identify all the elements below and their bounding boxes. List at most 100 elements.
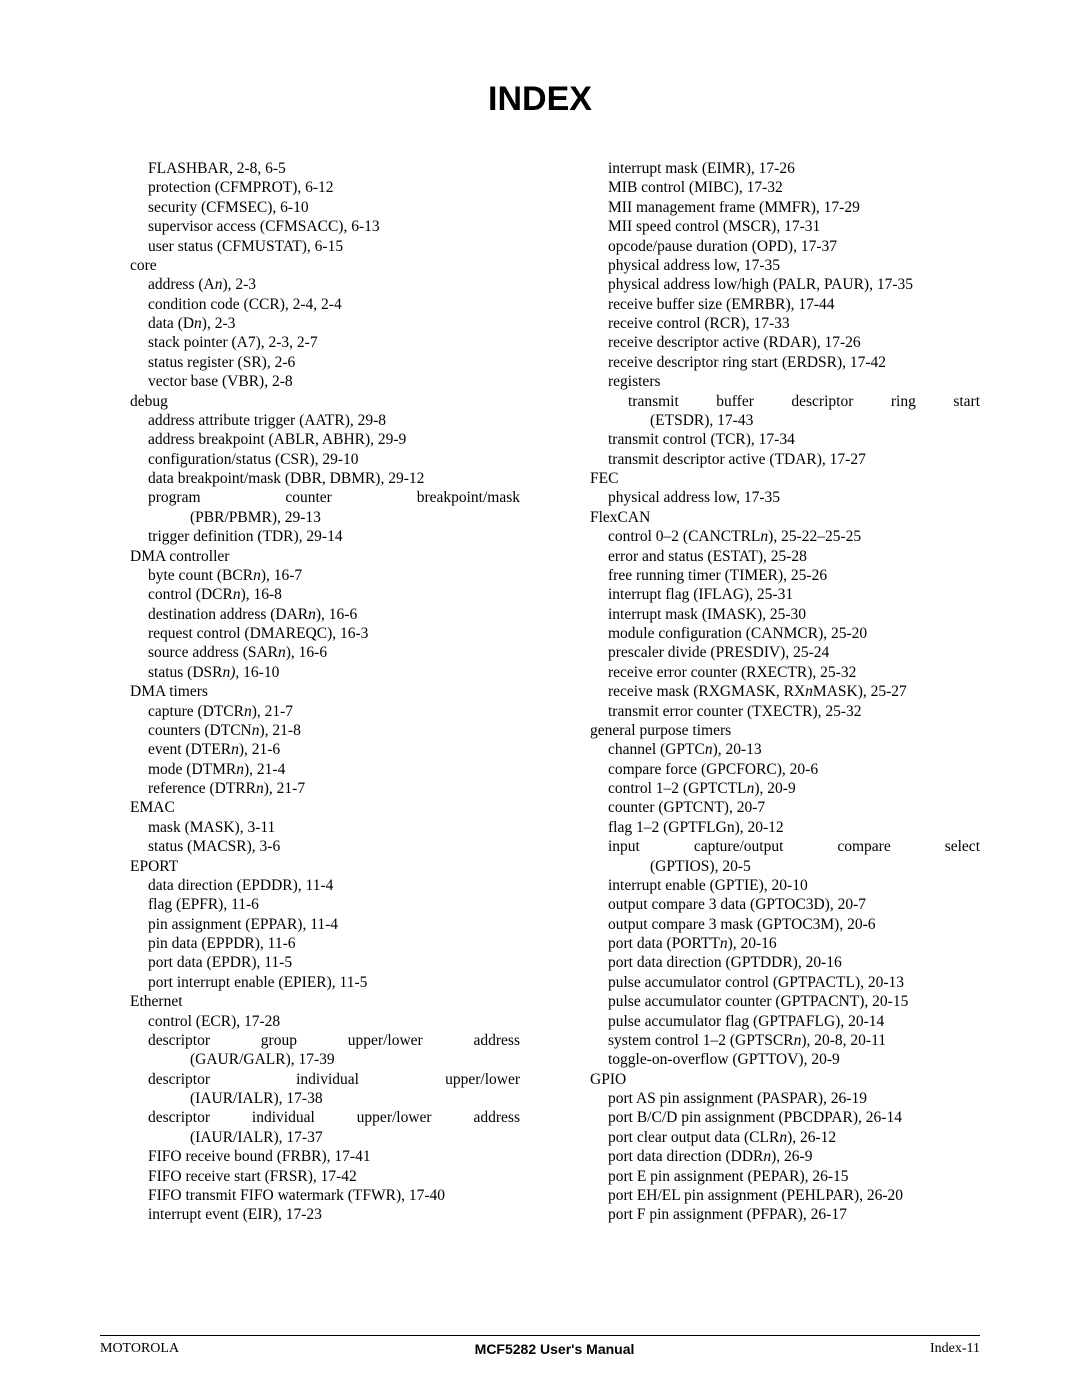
index-entry: interrupt mask (EIMR), 17-26	[560, 159, 980, 178]
index-entry: MII management frame (MMFR), 17-29	[560, 198, 980, 217]
index-entry: pin assignment (EPPAR), 11-4	[100, 915, 520, 934]
index-entry: vector base (VBR), 2-8	[100, 372, 520, 391]
index-entry: port data (PORTTn), 20-16	[560, 934, 980, 953]
index-entry: flag (EPFR), 11-6	[100, 895, 520, 914]
index-entry: port data direction (GPTDDR), 20-16	[560, 953, 980, 972]
index-entry: output compare 3 mask (GPTOC3M), 20-6	[560, 915, 980, 934]
index-entry: interrupt flag (IFLAG), 25-31	[560, 585, 980, 604]
index-entry: module configuration (CANMCR), 25-20	[560, 624, 980, 643]
index-entry: configuration/status (CSR), 29-10	[100, 450, 520, 469]
index-entry: data (Dn), 2-3	[100, 314, 520, 333]
index-entry: interrupt mask (IMASK), 25-30	[560, 605, 980, 624]
index-entry: address attribute trigger (AATR), 29-8	[100, 411, 520, 430]
index-entry: receive control (RCR), 17-33	[560, 314, 980, 333]
footer-center: MCF5282 User's Manual	[179, 1341, 930, 1357]
index-entry: counters (DTCNn), 21-8	[100, 721, 520, 740]
index-entry: debug	[100, 392, 520, 411]
index-entry: MII speed control (MSCR), 17-31	[560, 217, 980, 236]
index-entry: opcode/pause duration (OPD), 17-37	[560, 237, 980, 256]
index-entry: physical address low/high (PALR, PAUR), …	[560, 275, 980, 294]
index-entry: FlexCAN	[560, 508, 980, 527]
index-entry: supervisor access (CFMSACC), 6-13	[100, 217, 520, 236]
page-footer: MOTOROLA MCF5282 User's Manual Index-11	[100, 1335, 980, 1357]
index-entry: DMA controller	[100, 547, 520, 566]
index-entry: port EH/EL pin assignment (PEHLPAR), 26-…	[560, 1186, 980, 1205]
footer-left: MOTOROLA	[100, 1341, 179, 1357]
index-entry: FLASHBAR, 2-8, 6-5	[100, 159, 520, 178]
index-entry: receive descriptor active (RDAR), 17-26	[560, 333, 980, 352]
index-entry: port F pin assignment (PFPAR), 26-17	[560, 1205, 980, 1224]
index-entry: pulse accumulator counter (GPTPACNT), 20…	[560, 992, 980, 1011]
index-entry: capture (DTCRn), 21-7	[100, 702, 520, 721]
index-entry: port interrupt enable (EPIER), 11-5	[100, 973, 520, 992]
index-entry: EPORT	[100, 857, 520, 876]
index-entry: address breakpoint (ABLR, ABHR), 29-9	[100, 430, 520, 449]
page-title: INDEX	[100, 80, 980, 119]
index-entry: port AS pin assignment (PASPAR), 26-19	[560, 1089, 980, 1108]
index-entry: interrupt event (EIR), 17-23	[100, 1205, 520, 1224]
index-entry: system control 1–2 (GPTSCRn), 20-8, 20-1…	[560, 1031, 980, 1050]
index-entry: request control (DMAREQC), 16-3	[100, 624, 520, 643]
index-entry: (GPTIOS), 20-5	[560, 857, 980, 876]
column-left: FLASHBAR, 2-8, 6-5protection (CFMPROT), …	[100, 159, 520, 1225]
index-entry: destination address (DARn), 16-6	[100, 605, 520, 624]
index-entry: address (An), 2-3	[100, 275, 520, 294]
index-entry: user status (CFMUSTAT), 6-15	[100, 237, 520, 256]
index-entry: counter (GPTCNT), 20-7	[560, 798, 980, 817]
index-entry: FIFO receive bound (FRBR), 17-41	[100, 1147, 520, 1166]
index-entry: flag 1–2 (GPTFLGn), 20-12	[560, 818, 980, 837]
index-entry: receive error counter (RXECTR), 25-32	[560, 663, 980, 682]
index-entry: data direction (EPDDR), 11-4	[100, 876, 520, 895]
index-entry: FEC	[560, 469, 980, 488]
index-entry: port data direction (DDRn), 26-9	[560, 1147, 980, 1166]
index-entry: free running timer (TIMER), 25-26	[560, 566, 980, 585]
index-entry: channel (GPTCn), 20-13	[560, 740, 980, 759]
index-entry: pulse accumulator flag (GPTPAFLG), 20-14	[560, 1012, 980, 1031]
index-entry: prescaler divide (PRESDIV), 25-24	[560, 643, 980, 662]
index-entry: output compare 3 data (GPTOC3D), 20-7	[560, 895, 980, 914]
column-right: interrupt mask (EIMR), 17-26MIB control …	[560, 159, 980, 1225]
index-entry: port E pin assignment (PEPAR), 26-15	[560, 1167, 980, 1186]
index-entry: (IAUR/IALR), 17-37	[100, 1128, 520, 1147]
index-entry: transmit descriptor active (TDAR), 17-27	[560, 450, 980, 469]
index-entry: byte count (BCRn), 16-7	[100, 566, 520, 585]
index-entry: interrupt enable (GPTIE), 20-10	[560, 876, 980, 895]
index-entry: input capture/output compare select	[560, 837, 980, 856]
index-entry: control 1–2 (GPTCTLn), 20-9	[560, 779, 980, 798]
index-entry: descriptor individual upper/lower	[100, 1070, 520, 1089]
index-entry: port data (EPDR), 11-5	[100, 953, 520, 972]
index-entry: receive buffer size (EMRBR), 17-44	[560, 295, 980, 314]
index-entry: control (ECR), 17-28	[100, 1012, 520, 1031]
index-entry: physical address low, 17-35	[560, 488, 980, 507]
index-entry: data breakpoint/mask (DBR, DBMR), 29-12	[100, 469, 520, 488]
index-entry: transmit buffer descriptor ring start	[560, 392, 980, 411]
index-entry: MIB control (MIBC), 17-32	[560, 178, 980, 197]
index-entry: status register (SR), 2-6	[100, 353, 520, 372]
index-entry: descriptor group upper/lower address	[100, 1031, 520, 1050]
index-entry: receive descriptor ring start (ERDSR), 1…	[560, 353, 980, 372]
index-entry: security (CFMSEC), 6-10	[100, 198, 520, 217]
index-entry: receive mask (RXGMASK, RXnMASK), 25-27	[560, 682, 980, 701]
index-entry: protection (CFMPROT), 6-12	[100, 178, 520, 197]
footer-right: Index-11	[930, 1341, 980, 1357]
index-entry: compare force (GPCFORC), 20-6	[560, 760, 980, 779]
index-entry: pulse accumulator control (GPTPACTL), 20…	[560, 973, 980, 992]
index-entry: port clear output data (CLRn), 26-12	[560, 1128, 980, 1147]
index-entry: event (DTERn), 21-6	[100, 740, 520, 759]
index-entry: (GAUR/GALR), 17-39	[100, 1050, 520, 1069]
index-entry: Ethernet	[100, 992, 520, 1011]
index-entry: mode (DTMRn), 21-4	[100, 760, 520, 779]
index-entry: mask (MASK), 3-11	[100, 818, 520, 837]
index-entry: control 0–2 (CANCTRLn), 25-22–25-25	[560, 527, 980, 546]
index-entry: descriptor individual upper/lower addres…	[100, 1108, 520, 1127]
index-entry: (ETSDR), 17-43	[560, 411, 980, 430]
index-entry: physical address low, 17-35	[560, 256, 980, 275]
index-entry: GPIO	[560, 1070, 980, 1089]
index-entry: EMAC	[100, 798, 520, 817]
index-entry: FIFO receive start (FRSR), 17-42	[100, 1167, 520, 1186]
index-entry: FIFO transmit FIFO watermark (TFWR), 17-…	[100, 1186, 520, 1205]
index-entry: (PBR/PBMR), 29-13	[100, 508, 520, 527]
index-entry: error and status (ESTAT), 25-28	[560, 547, 980, 566]
index-entry: general purpose timers	[560, 721, 980, 740]
index-entry: transmit control (TCR), 17-34	[560, 430, 980, 449]
